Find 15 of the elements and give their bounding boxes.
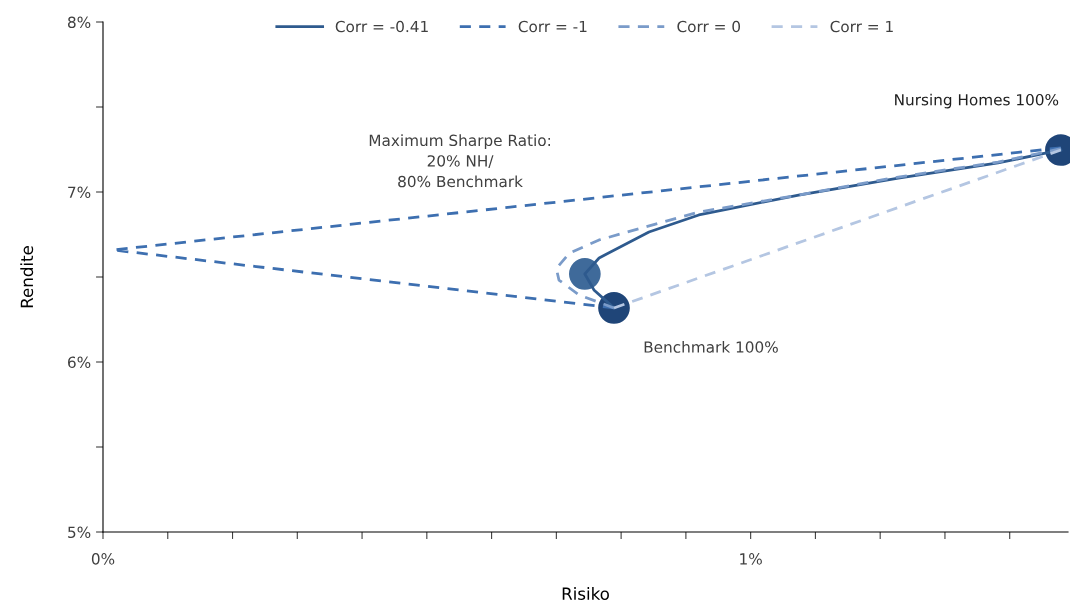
x-tick-label: 1% — [740, 553, 762, 565]
legend-label: Corr = -1 — [518, 20, 587, 33]
legend-label: Corr = 1 — [830, 20, 893, 33]
x-axis-title: Risiko — [562, 587, 609, 600]
y-tick-label: 6% — [68, 356, 91, 369]
y-tick-label: 5% — [68, 526, 91, 539]
y-axis-title: Rendite — [20, 246, 34, 308]
annotation: Maximum Sharpe Ratio: 20% NH/ 80% Benchmark — [369, 134, 550, 188]
annotation: Nursing Homes 100% — [895, 93, 1059, 109]
y-tick-label: 7% — [68, 186, 91, 199]
x-tick-label: 0% — [91, 553, 115, 565]
y-tick-label: 8% — [67, 16, 91, 29]
legend-label: Corr = -0.41 — [335, 20, 428, 33]
annotation: Benchmark 100% — [644, 341, 778, 353]
legend-label: Corr = 0 — [677, 20, 741, 33]
